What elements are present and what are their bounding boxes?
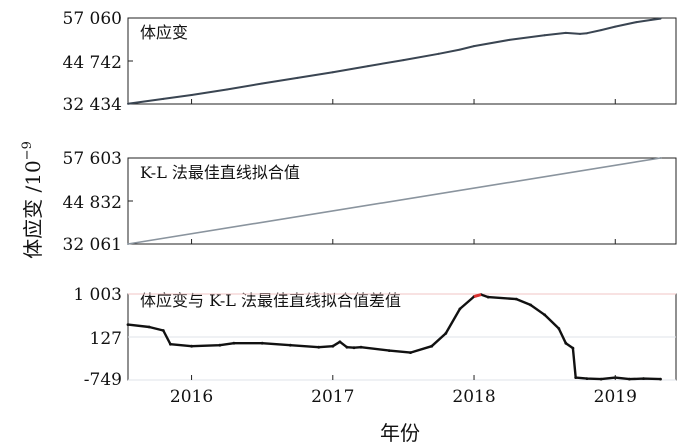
panel-1-data-point — [127, 243, 129, 245]
panel-2-data-point — [444, 332, 448, 335]
panel-0-data-point — [564, 31, 567, 34]
panel-0-data-point — [402, 59, 405, 62]
panel-2-data-point — [543, 313, 546, 317]
panel-fit-ytick-top: 57 603 — [63, 149, 122, 169]
panel-2-data-point — [232, 341, 236, 345]
panel-fit-ytick-bottom: 32 061 — [63, 235, 122, 255]
panel-fit-ytick-mid: 44 832 — [63, 193, 122, 213]
panel-2-data-point — [409, 351, 412, 354]
panel-2-data-point — [331, 344, 335, 348]
x-tick-label: 2019 — [594, 387, 637, 407]
panel-strain-ytick-mid: 44 742 — [63, 53, 122, 73]
panel-2-data-point — [599, 377, 603, 381]
panel-2-data-point — [352, 346, 356, 350]
panel-strain: 体应变 57 060 44 742 32 434 — [63, 9, 677, 115]
panel-residual-annotation: 体应变与 K-L 法最佳直线拟合值差值 — [140, 291, 401, 310]
panel-0-data-point — [635, 21, 638, 24]
panel-2-data-point — [430, 344, 434, 348]
panel-2-data-point — [515, 297, 518, 301]
panel-2-series-line-0 — [127, 293, 661, 381]
panel-2-data-point — [147, 325, 151, 329]
y-axis-title-exponent: −9 — [20, 141, 35, 160]
panel-2-peak-highlight — [473, 293, 482, 299]
panel-0-data-point — [473, 45, 475, 48]
panel-2-data-point — [557, 327, 561, 330]
panel-0-data-point — [586, 32, 588, 35]
panel-0-data-point — [508, 38, 511, 41]
panel-2-data-point — [642, 377, 645, 380]
panel-0-data-point — [127, 102, 129, 105]
panel-strain-annotation: 体应变 — [140, 23, 188, 42]
y-axis-title: 体应变 /10−9 — [20, 141, 45, 259]
panel-0-data-point — [296, 76, 299, 79]
x-tick-label: 2016 — [170, 387, 213, 407]
x-tick-label: 2018 — [452, 387, 495, 407]
panel-0-data-point — [614, 25, 617, 28]
panel-0-data-point — [649, 19, 652, 21]
panel-2-data-point — [486, 295, 490, 299]
panel-0-data-point — [225, 88, 228, 91]
panel-0-data-point — [458, 48, 461, 51]
x-axis-ticks: 2016 2017 2018 2019 — [170, 99, 637, 407]
panel-2-data-point — [574, 376, 578, 379]
panel-0-data-point — [600, 29, 603, 32]
x-axis-title: 年份 — [380, 421, 420, 445]
panel-0-data-point — [261, 82, 264, 85]
panel-1-series-line-0 — [127, 157, 661, 245]
panel-residual: 体应变与 K-L 法最佳直线拟合值差值 1 003 127 -749 — [73, 285, 677, 390]
panel-residual-ytick-bottom: -749 — [84, 370, 122, 390]
panel-residual-ytick-mid: 127 — [90, 329, 122, 349]
panel-2-data-point — [161, 329, 165, 332]
panel-0-data-point — [543, 34, 546, 37]
panel-fit-series-layer — [127, 157, 662, 245]
panel-2-data-point — [260, 341, 264, 345]
panel-2-data-point — [359, 345, 363, 349]
panel-2-data-point — [564, 341, 568, 345]
panel-2-data-point — [571, 346, 575, 350]
panel-2-data-point — [585, 377, 589, 380]
panel-0-data-point — [331, 71, 334, 74]
panel-0-data-point — [579, 32, 581, 35]
panel-2-data-point — [289, 343, 292, 347]
panel-1-data-point — [659, 157, 662, 159]
panel-residual-ytick-top: 1 003 — [73, 285, 122, 305]
panel-strain-series-layer — [127, 17, 662, 105]
y-axis-title-text: 体应变 /10 — [21, 160, 45, 259]
panel-0-data-point — [659, 17, 662, 20]
svg-text:体应变 /10−9: 体应变 /10−9 — [20, 141, 45, 259]
panel-fit: K-L 法最佳直线拟合值 57 603 44 832 32 061 — [63, 149, 677, 255]
panel-0-data-point — [190, 94, 193, 96]
panel-2-data-point — [659, 377, 662, 381]
panel-2-data-point — [387, 349, 391, 352]
panel-fit-annotation: K-L 法最佳直线拟合值 — [140, 163, 300, 182]
panel-2-data-point — [458, 307, 462, 311]
panel-2-data-point — [345, 345, 349, 349]
panel-residual-series-layer — [126, 293, 676, 381]
panel-2-data-point — [338, 340, 342, 344]
panel-2-data-point — [317, 345, 321, 349]
panel-2-data-point — [190, 344, 194, 348]
panel-2-data-point — [169, 342, 172, 346]
panel-2-data-point — [218, 343, 222, 347]
panel-strain-ytick-top: 57 060 — [63, 9, 122, 29]
panel-0-data-point — [162, 97, 165, 100]
panel-2-data-point — [529, 303, 532, 307]
panel-2-data-point — [628, 377, 631, 381]
x-tick-label: 2017 — [311, 387, 354, 407]
panel-strain-ytick-bottom: 32 434 — [63, 95, 122, 115]
panel-2-data-point — [126, 323, 130, 326]
panel-0-data-point — [367, 65, 370, 68]
panel-0-data-point — [437, 52, 440, 55]
panel-0-series-line-0 — [127, 17, 661, 105]
